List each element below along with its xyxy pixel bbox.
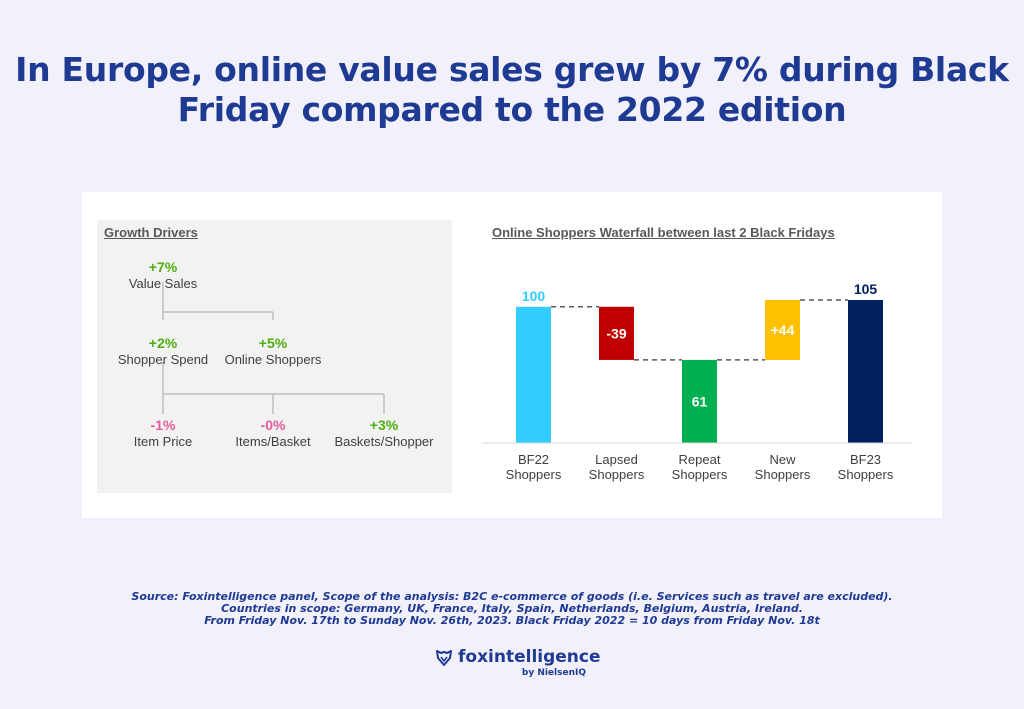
online-shoppers-pct: +5%	[259, 335, 288, 351]
online-shoppers-label: Online Shoppers	[225, 352, 322, 367]
category-label-repeat-shoppers-1: Repeat	[679, 452, 721, 467]
headline-line-1: In Europe, online value sales grew by 7%…	[15, 50, 1009, 89]
source-line-2: Countries in scope: Germany, UK, France,…	[221, 602, 803, 615]
data-label-lapsed-shoppers: -39	[606, 325, 626, 341]
tree-node-online-shoppers: +5% Online Shoppers	[225, 335, 322, 367]
bar-bf23-shoppers	[848, 300, 883, 443]
fox-shield-icon	[436, 650, 452, 666]
bar-bf22-shoppers	[516, 306, 551, 443]
value-sales-label: Value Sales	[129, 276, 198, 291]
source-line-3: From Friday Nov. 17th to Sunday Nov. 26t…	[204, 614, 820, 627]
logo-name: foxintelligence	[458, 647, 601, 667]
items-basket-label: Items/Basket	[235, 434, 311, 449]
growth-drivers-title: Growth Drivers	[104, 225, 198, 240]
baskets-shopper-pct: +3%	[370, 417, 399, 433]
tree-node-shopper-spend: +2% Shopper Spend	[118, 335, 208, 367]
waterfall-bars	[516, 300, 883, 443]
bar-repeat-shoppers	[682, 359, 717, 443]
item-price-label: Item Price	[134, 434, 193, 449]
headline-line-2: Friday compared to the 2022 edition	[177, 90, 847, 129]
category-label-lapsed-shoppers-1: Lapsed	[595, 452, 638, 467]
category-label-repeat-shoppers-2: Shoppers	[672, 467, 728, 482]
data-label-new-shoppers: +44	[771, 322, 795, 338]
data-label-bf23-shoppers: 105	[854, 281, 878, 297]
logo-subtitle: by NielsenIQ	[521, 668, 586, 678]
source-note: Source: Foxintelligence panel, Scope of …	[0, 591, 1024, 627]
baskets-shopper-label: Baskets/Shopper	[334, 434, 434, 449]
items-basket-pct: -0%	[261, 417, 286, 433]
category-label-bf22-shoppers-1: BF22	[518, 452, 549, 467]
category-label-bf23-shoppers-1: BF23	[850, 452, 881, 467]
data-label-repeat-shoppers: 61	[692, 393, 708, 409]
category-label-bf23-shoppers-2: Shoppers	[838, 467, 894, 482]
brand-logo: foxintelligence by NielsenIQ	[436, 647, 601, 681]
bar-lapsed-shoppers	[599, 306, 634, 360]
category-label-new-shoppers-2: Shoppers	[755, 467, 811, 482]
growth-driver-tree: +7% Value Sales +2% Shopper Spend +5% On…	[118, 259, 434, 449]
value-sales-pct: +7%	[149, 259, 178, 275]
category-label-new-shoppers-1: New	[769, 452, 796, 467]
tree-node-baskets-shopper: +3% Baskets/Shopper	[334, 417, 434, 449]
shopper-spend-pct: +2%	[149, 335, 178, 351]
waterfall-data-labels: 100 -39 61 +44 105	[522, 281, 878, 409]
tree-connectors	[162, 282, 385, 414]
waterfall-category-labels: BF22ShoppersLapsedShoppersRepeatShoppers…	[506, 452, 894, 482]
waterfall-title: Online Shoppers Waterfall between last 2…	[492, 225, 835, 240]
shopper-spend-label: Shopper Spend	[118, 352, 208, 367]
item-price-pct: -1%	[151, 417, 176, 433]
data-label-bf22-shoppers: 100	[522, 288, 546, 304]
content-panel: Growth Drivers +7% Value Sales +2% Shopp…	[82, 192, 942, 518]
category-label-lapsed-shoppers-2: Shoppers	[589, 467, 645, 482]
page-headline: In Europe, online value sales grew by 7%…	[0, 50, 1024, 130]
bar-new-shoppers	[765, 300, 800, 360]
growth-drivers-panel: Growth Drivers +7% Value Sales +2% Shopp…	[97, 220, 452, 493]
waterfall-connectors	[551, 299, 848, 361]
tree-node-items-basket: -0% Items/Basket	[235, 417, 311, 449]
category-label-bf22-shoppers-2: Shoppers	[506, 467, 562, 482]
tree-node-item-price: -1% Item Price	[134, 417, 193, 449]
source-line-1: Source: Foxintelligence panel, Scope of …	[131, 590, 893, 603]
tree-node-value-sales: +7% Value Sales	[129, 259, 198, 291]
